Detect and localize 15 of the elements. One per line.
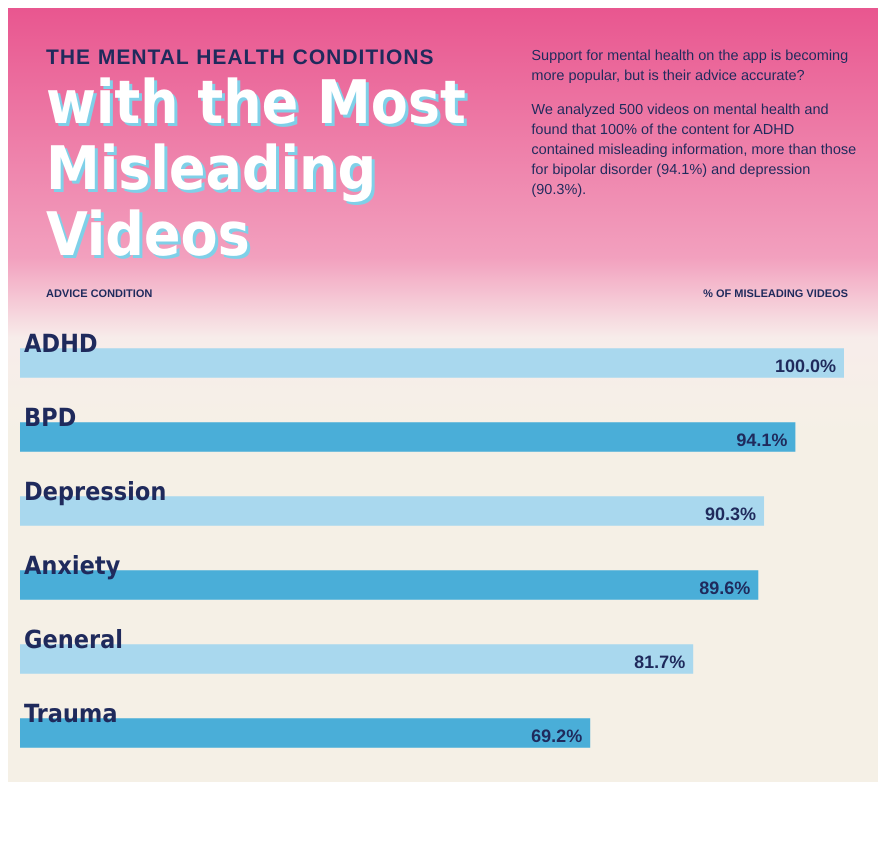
data-label: 100.0% — [774, 356, 836, 376]
chart-title: THE MENTAL HEALTH CONDITIONS — [46, 46, 436, 70]
text: Support for mental health on the app is becoming more popular, but is their advice accurate? — [531, 47, 850, 86]
data-label: 94.1% — [736, 430, 788, 450]
data-label: 89.6% — [699, 578, 750, 598]
y-axis-title: ADVICE CONDITION — [46, 288, 152, 300]
chart-subtitle: with the Most Misleading Videos — [46, 68, 466, 270]
data-label: 90.3% — [705, 504, 756, 524]
y-tick-label: Depression — [24, 477, 166, 506]
y-tick-label: ADHD — [24, 329, 98, 358]
data-label: 81.7% — [634, 652, 686, 672]
data-label: 69.2% — [531, 726, 582, 746]
x-axis-title: % OF MISLEADING VIDEOS — [703, 288, 848, 300]
text: We analyzed 500 videos on mental health and found that 100% of the content for ADHD contained misleading information, more than those for bipolar disorder (94.1%) and depression (90.3%). — [531, 101, 858, 200]
y-tick-label: General — [24, 625, 123, 654]
